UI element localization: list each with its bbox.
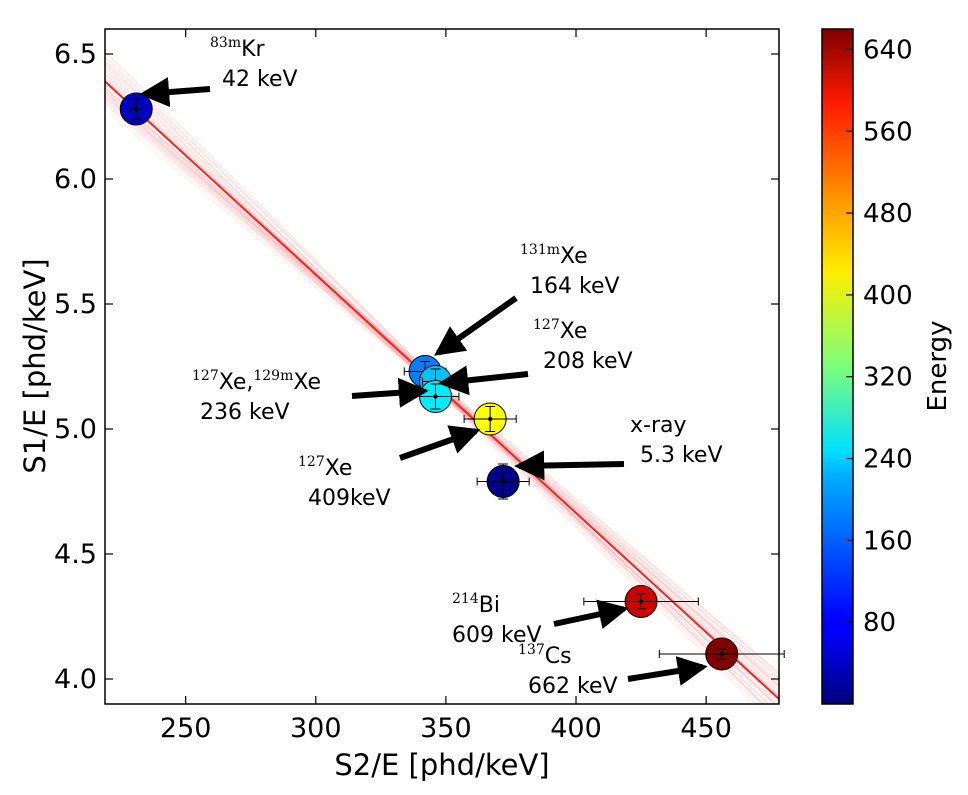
annotation-arrow <box>553 599 629 629</box>
annotation-isotope: Xe <box>560 319 588 344</box>
annotation-line1: x-ray <box>630 413 687 438</box>
annotation-line1: 137Cs <box>518 642 572 669</box>
colorbar: 80 160 240 320 400 480 560 640 Energy <box>821 28 953 705</box>
point-center-dot <box>433 394 438 399</box>
axes: 250 300 350 400 450 4.0 4.5 5.0 5.5 6.0 6.5 <box>54 28 780 744</box>
annotation-superscript: 127 <box>298 454 325 470</box>
annotation-7: 137Cs 662 keV <box>518 642 708 699</box>
colorbar-tick-label: 640 <box>863 35 913 65</box>
annotation-superscript: 131m <box>520 242 560 258</box>
annotation-superscript: 137 <box>518 642 545 658</box>
annotation-line1: 83mKr <box>210 35 266 62</box>
data-point-127Xe-409 <box>463 402 517 436</box>
colorbar-tick-label: 560 <box>863 117 913 147</box>
annotation-superscript: 214 <box>452 591 479 607</box>
x-tick-label: 250 <box>160 713 212 744</box>
annotation-6: 214Bi 609 keV <box>452 591 629 648</box>
annotation-superscript: 127 <box>533 317 560 333</box>
colorbar-gradient <box>821 28 854 705</box>
point-center-dot <box>500 479 506 484</box>
annotation-arrow <box>434 295 518 356</box>
y-tick-label: 6.0 <box>54 164 97 195</box>
annotation-2: 127Xe 208 keV <box>438 317 633 396</box>
x-axis-title: S2/E [phd/keV] <box>334 748 549 782</box>
data-points <box>119 92 785 671</box>
annotation-arrow <box>351 377 429 408</box>
colorbar-tick-label: 320 <box>863 363 913 393</box>
annotation-5: x-ray 5.3 keV <box>514 413 723 481</box>
annotation-isotope: Xe, <box>219 370 254 395</box>
x-tick-label: 450 <box>680 713 732 744</box>
data-point-83mKr <box>119 92 153 126</box>
point-center-dot <box>134 106 139 112</box>
annotation-arrow <box>627 656 708 686</box>
colorbar-label: Energy <box>923 320 953 411</box>
annotation-4: 127Xe 409keV <box>298 425 481 511</box>
annotation-arrow <box>139 77 211 108</box>
annotation-0: 83mKr 42 keV <box>139 35 298 108</box>
annotation-isotope: Kr <box>241 37 265 62</box>
point-center-dot <box>719 651 724 657</box>
annotation-isotope: Xe <box>560 244 588 269</box>
annotation-superscript: 127 <box>192 368 219 384</box>
data-point-214Bi <box>583 585 699 618</box>
y-tick-label: 5.5 <box>54 289 97 320</box>
colorbar-tick-label: 480 <box>863 199 913 229</box>
annotation-isotope: x-ray <box>630 413 687 438</box>
colorbar-tick-label: 240 <box>863 445 913 475</box>
x-tick-label: 350 <box>420 713 472 744</box>
annotation-line2: 164 keV <box>530 274 620 299</box>
annotation-line1: 214Bi <box>452 591 500 618</box>
data-point-137Cs <box>658 637 785 671</box>
annotation-line1: 131mXe <box>520 242 588 269</box>
annotation-arrow <box>514 450 625 481</box>
annotation-line2: 5.3 keV <box>640 443 723 468</box>
annotation-line1: 127Xe <box>533 317 587 344</box>
annotation-isotope: Bi <box>479 593 500 618</box>
colorbar-tick-label: 160 <box>863 526 913 556</box>
colorbar-tick-label: 80 <box>863 608 896 638</box>
x-tick-label: 300 <box>290 713 342 744</box>
x-tick-label: 400 <box>550 713 602 744</box>
annotation-line2: 662 keV <box>528 674 618 699</box>
annotation-arrow <box>438 365 529 396</box>
point-center-dot <box>638 599 644 604</box>
annotation-line2: 609 keV <box>452 623 542 648</box>
y-tick-label: 6.5 <box>54 39 97 70</box>
annotation-isotope-2: Xe <box>293 370 321 395</box>
annotation-line1: 127Xe,129mXe <box>192 368 321 395</box>
plot-frame <box>104 28 780 705</box>
annotation-superscript: 83m <box>210 35 241 51</box>
annotation-line2: 208 keV <box>543 349 633 374</box>
y-tick-label: 4.0 <box>54 664 97 695</box>
annotation-superscript-2: 129m <box>253 368 293 384</box>
annotation-line2: 409keV <box>308 486 391 511</box>
annotation-isotope: Xe <box>325 456 353 481</box>
annotation-line2: 42 keV <box>222 67 298 92</box>
y-tick-label: 4.5 <box>54 539 97 570</box>
annotation-line2: 236 keV <box>200 400 290 425</box>
y-axis-title: S1/E [phd/keV] <box>18 258 52 473</box>
colorbar-tick-label: 400 <box>863 281 913 311</box>
annotation-line1: 127Xe <box>298 454 352 481</box>
annotation-arrow <box>398 425 481 461</box>
annotation-isotope: Cs <box>545 644 572 669</box>
point-center-dot <box>487 416 493 422</box>
y-tick-label: 5.0 <box>54 414 97 445</box>
